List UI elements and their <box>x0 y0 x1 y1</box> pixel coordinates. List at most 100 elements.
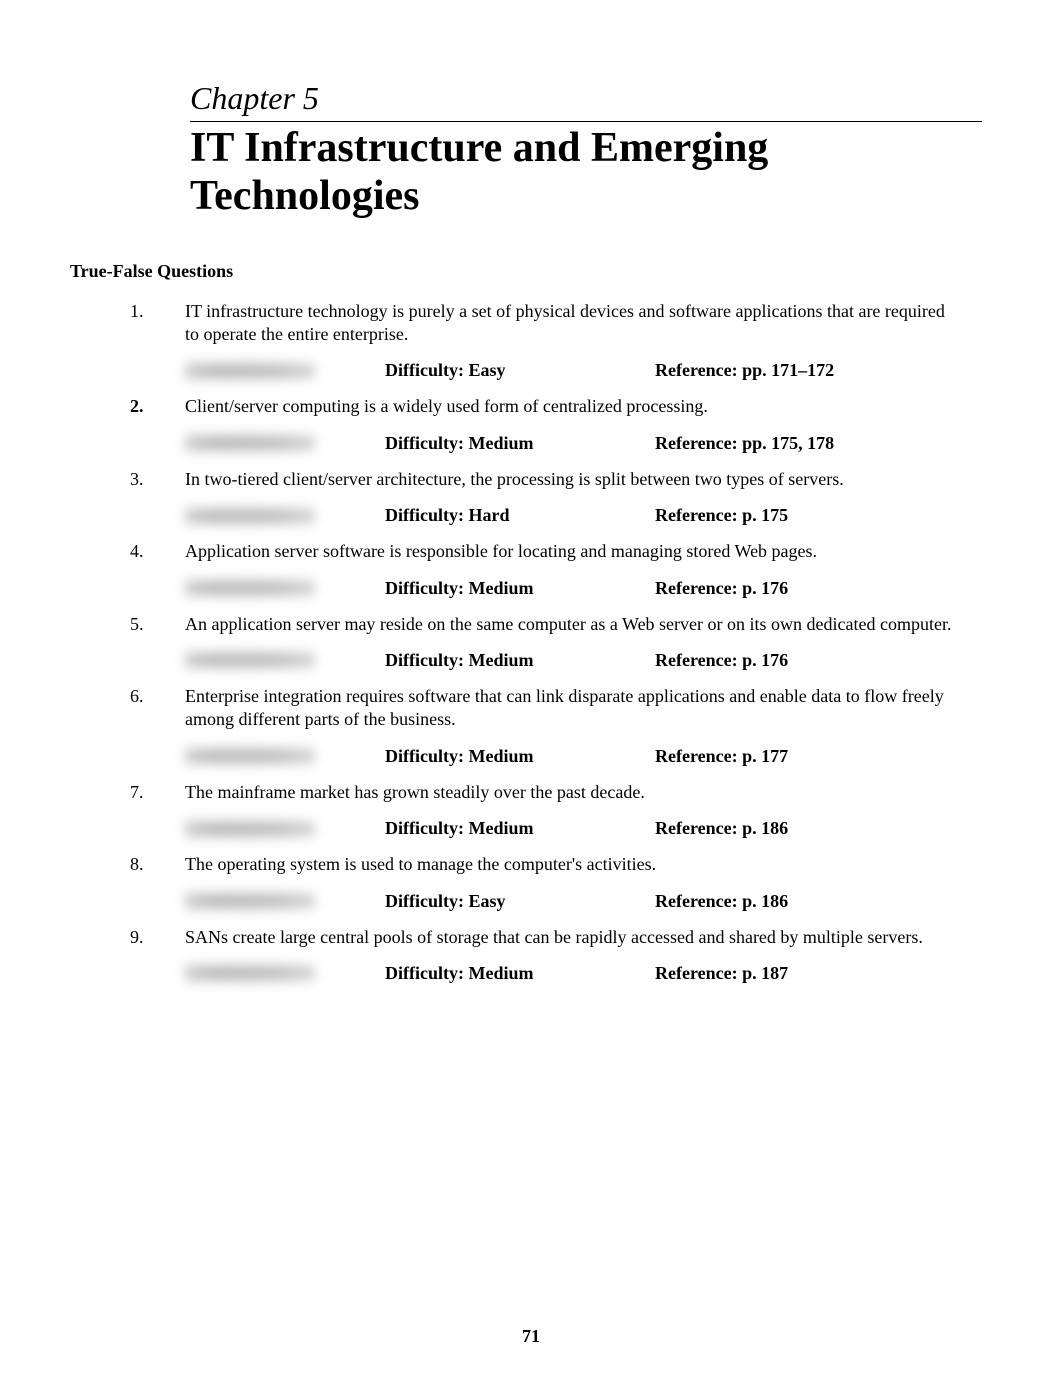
reference: Reference: p. 186 <box>655 891 952 912</box>
reference: Reference: p. 177 <box>655 746 952 767</box>
reference: Reference: p. 176 <box>655 578 952 599</box>
reference-value: pp. 175, 178 <box>742 433 834 453</box>
question-number: 2. <box>130 395 185 418</box>
question-item: 2.Client/server computing is a widely us… <box>130 395 952 453</box>
difficulty-label: Difficulty: <box>385 963 468 983</box>
blurred-answer <box>185 361 315 381</box>
chapter-title-line2: Technologies <box>190 173 419 219</box>
difficulty: Difficulty: Medium <box>385 433 655 454</box>
question-row: 9.SANs create large central pools of sto… <box>130 926 952 949</box>
difficulty-value: Medium <box>468 578 533 598</box>
question-item: 1.IT infrastructure technology is purely… <box>130 300 952 382</box>
answer-line: Difficulty: MediumReference: p. 187 <box>185 963 952 984</box>
question-row: 2.Client/server computing is a widely us… <box>130 395 952 418</box>
reference: Reference: p. 187 <box>655 963 952 984</box>
reference-label: Reference: <box>655 505 742 525</box>
question-row: 8.The operating system is used to manage… <box>130 853 952 876</box>
difficulty: Difficulty: Medium <box>385 963 655 984</box>
difficulty-label: Difficulty: <box>385 746 468 766</box>
difficulty-value: Medium <box>468 963 533 983</box>
difficulty-label: Difficulty: <box>385 433 468 453</box>
difficulty: Difficulty: Hard <box>385 505 655 526</box>
difficulty-label: Difficulty: <box>385 818 468 838</box>
difficulty-value: Easy <box>468 360 505 380</box>
reference-value: p. 176 <box>742 578 788 598</box>
answer-line: Difficulty: HardReference: p. 175 <box>185 505 952 526</box>
blurred-answer <box>185 746 315 766</box>
answer-line: Difficulty: MediumReference: pp. 175, 17… <box>185 433 952 454</box>
question-text: The operating system is used to manage t… <box>185 853 952 876</box>
blurred-answer <box>185 650 315 670</box>
question-number: 6. <box>130 685 185 708</box>
reference-label: Reference: <box>655 746 742 766</box>
question-number: 4. <box>130 540 185 563</box>
questions-list: 1.IT infrastructure technology is purely… <box>130 300 952 984</box>
reference: Reference: pp. 171–172 <box>655 360 952 381</box>
answer-line: Difficulty: EasyReference: p. 186 <box>185 891 952 912</box>
question-item: 8.The operating system is used to manage… <box>130 853 952 911</box>
question-text: The mainframe market has grown steadily … <box>185 781 952 804</box>
answer-line: Difficulty: MediumReference: p. 186 <box>185 818 952 839</box>
reference-value: p. 186 <box>742 818 788 838</box>
question-text: Application server software is responsib… <box>185 540 952 563</box>
reference: Reference: p. 175 <box>655 505 952 526</box>
blurred-answer <box>185 578 315 598</box>
reference-value: p. 187 <box>742 963 788 983</box>
reference-value: p. 186 <box>742 891 788 911</box>
answer-line: Difficulty: MediumReference: p. 176 <box>185 578 952 599</box>
difficulty-value: Medium <box>468 818 533 838</box>
reference: Reference: p. 186 <box>655 818 952 839</box>
reference-label: Reference: <box>655 650 742 670</box>
difficulty-value: Medium <box>468 433 533 453</box>
chapter-label: Chapter 5 <box>190 80 952 117</box>
question-text: In two-tiered client/server architecture… <box>185 468 952 491</box>
difficulty-label: Difficulty: <box>385 360 468 380</box>
question-row: 3.In two-tiered client/server architectu… <box>130 468 952 491</box>
reference-value: p. 175 <box>742 505 788 525</box>
question-item: 6.Enterprise integration requires softwa… <box>130 685 952 767</box>
reference-label: Reference: <box>655 433 742 453</box>
answer-line: Difficulty: EasyReference: pp. 171–172 <box>185 360 952 381</box>
question-item: 5.An application server may reside on th… <box>130 613 952 671</box>
reference: Reference: p. 176 <box>655 650 952 671</box>
difficulty-label: Difficulty: <box>385 650 468 670</box>
reference-label: Reference: <box>655 360 742 380</box>
title-divider <box>190 121 982 122</box>
difficulty: Difficulty: Medium <box>385 746 655 767</box>
question-item: 7.The mainframe market has grown steadil… <box>130 781 952 839</box>
difficulty: Difficulty: Medium <box>385 818 655 839</box>
difficulty-value: Medium <box>468 746 533 766</box>
blurred-answer <box>185 891 315 911</box>
question-row: 1.IT infrastructure technology is purely… <box>130 300 952 347</box>
reference-label: Reference: <box>655 818 742 838</box>
difficulty-value: Medium <box>468 650 533 670</box>
difficulty-value: Hard <box>468 505 509 525</box>
section-heading: True-False Questions <box>70 261 952 282</box>
reference-label: Reference: <box>655 891 742 911</box>
question-item: 4.Application server software is respons… <box>130 540 952 598</box>
question-text: IT infrastructure technology is purely a… <box>185 300 952 347</box>
reference-value: p. 177 <box>742 746 788 766</box>
difficulty: Difficulty: Easy <box>385 360 655 381</box>
question-row: 4.Application server software is respons… <box>130 540 952 563</box>
blurred-answer <box>185 506 315 526</box>
difficulty: Difficulty: Medium <box>385 578 655 599</box>
question-number: 9. <box>130 926 185 949</box>
chapter-title-line1: IT Infrastructure and Emerging <box>190 125 768 171</box>
question-number: 1. <box>130 300 185 323</box>
question-item: 3.In two-tiered client/server architectu… <box>130 468 952 526</box>
reference-label: Reference: <box>655 963 742 983</box>
difficulty: Difficulty: Easy <box>385 891 655 912</box>
page-number: 71 <box>0 1326 1062 1347</box>
question-number: 3. <box>130 468 185 491</box>
question-row: 7.The mainframe market has grown steadil… <box>130 781 952 804</box>
question-number: 8. <box>130 853 185 876</box>
blurred-answer <box>185 819 315 839</box>
reference: Reference: pp. 175, 178 <box>655 433 952 454</box>
question-text: An application server may reside on the … <box>185 613 952 636</box>
question-row: 5.An application server may reside on th… <box>130 613 952 636</box>
difficulty-value: Easy <box>468 891 505 911</box>
question-item: 9.SANs create large central pools of sto… <box>130 926 952 984</box>
blurred-answer <box>185 963 315 983</box>
question-text: Enterprise integration requires software… <box>185 685 952 732</box>
